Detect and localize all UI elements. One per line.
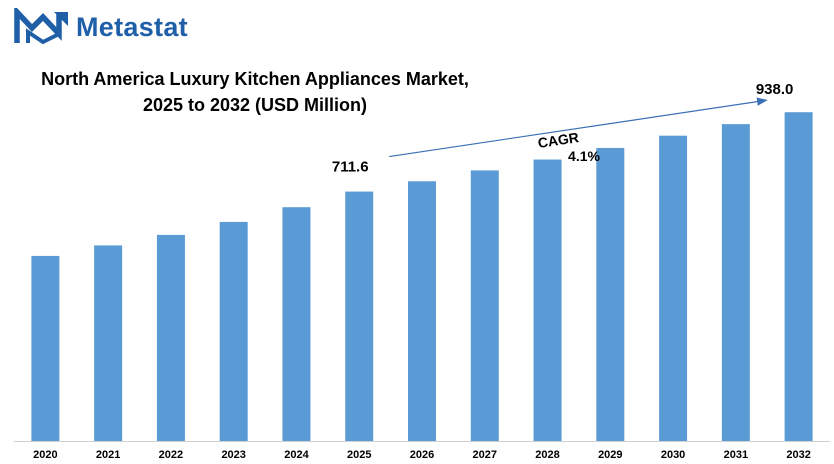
x-tick-label-2032: 2032 — [786, 449, 810, 461]
x-tick-label-2020: 2020 — [33, 449, 57, 461]
bar-2029 — [596, 147, 625, 441]
x-tick-label-2021: 2021 — [96, 449, 120, 461]
x-axis-ticks: 2020 2021 2022 2023 2024 2025 2026 2027 2028 2029… — [33, 449, 811, 461]
cagr-arrow — [389, 97, 768, 158]
bar-2032 — [784, 112, 813, 442]
data-label-2032: 938.0 — [756, 81, 794, 98]
x-tick-label-2024: 2024 — [284, 449, 309, 461]
x-tick-label-2026: 2026 — [410, 449, 434, 461]
cagr-label: CAGR — [537, 129, 580, 151]
bar-2028 — [533, 159, 562, 441]
cagr-value: 4.1% — [568, 148, 600, 164]
x-tick-label-2029: 2029 — [598, 449, 622, 461]
brand-name: Metastat — [76, 11, 188, 42]
x-tick-label-2027: 2027 — [473, 449, 497, 461]
bar-2020 — [31, 255, 60, 441]
chart-title-line-2: 2025 to 2032 (USD Million) — [142, 95, 368, 115]
data-labels: 711.6 938.0 — [332, 81, 794, 175]
bar-2027 — [470, 170, 499, 441]
chart-title: North America Luxury Kitchen Appliances … — [10, 66, 500, 118]
brand-logo: Metastat — [14, 8, 188, 46]
bar-2024 — [282, 207, 311, 441]
bar-series — [31, 112, 813, 442]
metastat-m-logo-icon — [14, 8, 68, 45]
x-tick-label-2030: 2030 — [661, 449, 685, 461]
chart-title-line-1: North America Luxury Kitchen Appliances … — [41, 69, 469, 89]
bar-2026 — [408, 181, 436, 441]
x-tick-label-2023: 2023 — [221, 449, 245, 461]
bar-2021 — [94, 245, 123, 441]
bar-2022 — [156, 234, 185, 441]
x-tick-label-2031: 2031 — [724, 449, 748, 461]
bar-2023 — [219, 221, 248, 441]
x-tick-label-2022: 2022 — [159, 449, 183, 461]
x-tick-label-2028: 2028 — [535, 449, 559, 461]
bar-2030 — [659, 135, 688, 441]
data-label-2025: 711.6 — [332, 159, 369, 176]
bar-2031 — [721, 124, 750, 442]
bar-2025 — [345, 191, 374, 441]
x-tick-label-2025: 2025 — [347, 449, 371, 461]
